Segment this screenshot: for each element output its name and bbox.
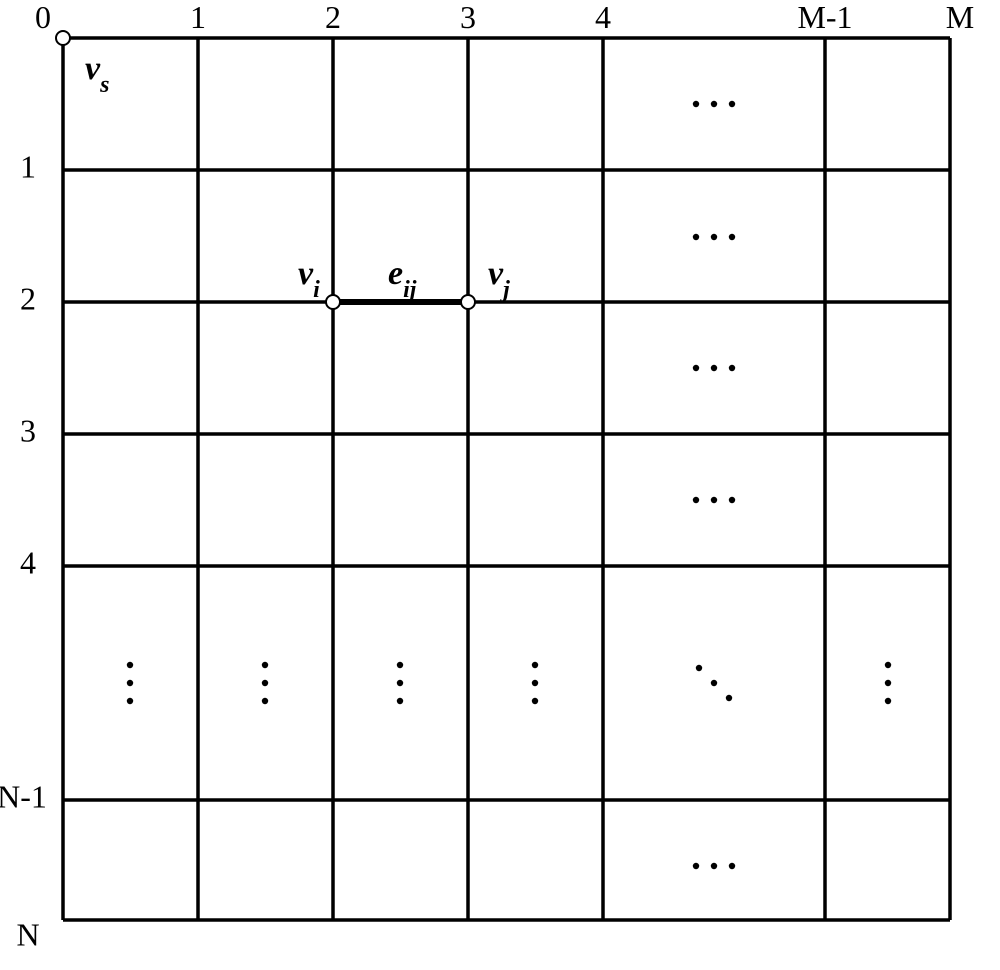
col-label-0: 0 — [35, 0, 51, 35]
vdots-0 — [127, 662, 133, 668]
hdots-2 — [693, 365, 699, 371]
row-label-1: 2 — [20, 280, 36, 316]
hdots-0 — [729, 101, 735, 107]
vdots-2 — [397, 698, 403, 704]
grid-diagram: 01234M-1M1234N-1Nvsvieijvj — [0, 0, 1000, 970]
hdots-1 — [711, 234, 717, 240]
hdots-1 — [693, 234, 699, 240]
row-label-4: N-1 — [0, 778, 47, 814]
diag-dots — [726, 695, 732, 701]
hdots-2 — [729, 365, 735, 371]
vdots-3 — [532, 680, 538, 686]
hdots-3 — [711, 497, 717, 503]
vdots-3 — [532, 698, 538, 704]
vdots-2 — [397, 662, 403, 668]
hdots-0 — [693, 101, 699, 107]
hdots-4 — [693, 863, 699, 869]
diag-dots — [711, 680, 717, 686]
col-label-1: 1 — [190, 0, 206, 35]
vdots-3 — [532, 662, 538, 668]
col-label-6: M — [946, 0, 974, 35]
hdots-1 — [729, 234, 735, 240]
vi-node — [326, 295, 340, 309]
vdots-4 — [885, 680, 891, 686]
vdots-1 — [262, 698, 268, 704]
vdots-2 — [397, 680, 403, 686]
vj-node — [461, 295, 475, 309]
row-label-0: 1 — [20, 148, 36, 184]
hdots-2 — [711, 365, 717, 371]
vdots-1 — [262, 680, 268, 686]
col-label-5: M-1 — [797, 0, 852, 35]
hdots-0 — [711, 101, 717, 107]
col-label-3: 3 — [460, 0, 476, 35]
row-label-2: 3 — [20, 412, 36, 448]
row-label-5: N — [16, 916, 39, 952]
hdots-3 — [693, 497, 699, 503]
vs-node — [56, 31, 70, 45]
hdots-4 — [711, 863, 717, 869]
vdots-4 — [885, 662, 891, 668]
diag-dots — [696, 665, 702, 671]
hdots-4 — [729, 863, 735, 869]
background — [0, 0, 1000, 970]
vdots-0 — [127, 698, 133, 704]
col-label-2: 2 — [325, 0, 341, 35]
hdots-3 — [729, 497, 735, 503]
vdots-0 — [127, 680, 133, 686]
vdots-1 — [262, 662, 268, 668]
col-label-4: 4 — [595, 0, 611, 35]
row-label-3: 4 — [20, 544, 36, 580]
vdots-4 — [885, 698, 891, 704]
